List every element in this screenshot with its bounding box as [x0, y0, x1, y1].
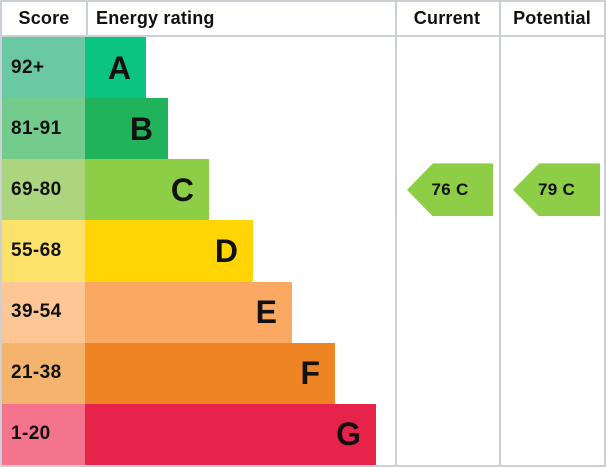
rating-letter: A	[107, 49, 131, 86]
score-range-label: 1-20	[11, 423, 51, 445]
score-range-cell: 55-68	[2, 220, 85, 282]
potential-rating-label: 79 C	[537, 179, 576, 199]
potential-column-header: Potential	[513, 8, 591, 28]
current-rating-label: 76 C	[431, 179, 469, 199]
rating-bar: D	[85, 220, 253, 282]
band-row: 55-68 D	[2, 220, 395, 282]
rating-bar: E	[85, 281, 292, 343]
band-rows: 92+ A 81-91 B 69-80 C 55-68 D 39-54	[2, 37, 395, 465]
rating-letter: G	[336, 416, 361, 453]
rating-letter: C	[170, 171, 194, 208]
score-range-label: 92+	[11, 56, 45, 78]
rating-bar: G	[85, 403, 376, 465]
energy-rating-column-header: Energy rating	[96, 8, 215, 28]
score-range-label: 21-38	[11, 362, 62, 384]
current-rating-arrow: 76 C	[407, 163, 493, 217]
score-range-label: 39-54	[11, 301, 62, 323]
band-row: 81-91 B	[2, 98, 395, 160]
score-range-label: 69-80	[11, 178, 62, 200]
rating-bar: B	[85, 98, 168, 160]
band-row: 92+ A	[2, 37, 395, 99]
score-range-cell: 39-54	[2, 281, 85, 343]
score-range-cell: 81-91	[2, 98, 85, 160]
score-column-header: Score	[18, 8, 70, 28]
band-row: 21-38 F	[2, 342, 395, 404]
band-row: 69-80 C	[2, 159, 395, 221]
current-column-divider	[395, 2, 397, 465]
score-range-cell: 69-80	[2, 159, 85, 221]
current-column-header: Current	[413, 8, 481, 28]
band-row: 1-20 G	[2, 403, 395, 465]
potential-rating-arrow: 79 C	[513, 163, 600, 217]
score-range-cell: 92+	[2, 37, 85, 99]
band-row: 39-54 E	[2, 281, 395, 343]
score-range-label: 55-68	[11, 239, 62, 261]
rating-bar: F	[85, 342, 335, 404]
rating-letter: D	[214, 232, 238, 269]
rating-bar: C	[85, 159, 209, 221]
score-range-label: 81-91	[11, 117, 62, 139]
score-range-cell: 21-38	[2, 342, 85, 404]
header-underline	[2, 35, 604, 37]
rating-bar: A	[85, 37, 146, 99]
rating-letter: F	[300, 355, 320, 392]
score-header-divider	[86, 2, 88, 35]
score-range-cell: 1-20	[2, 403, 85, 465]
potential-column-divider	[499, 2, 501, 465]
rating-letter: E	[255, 294, 277, 331]
rating-letter: B	[129, 110, 153, 147]
